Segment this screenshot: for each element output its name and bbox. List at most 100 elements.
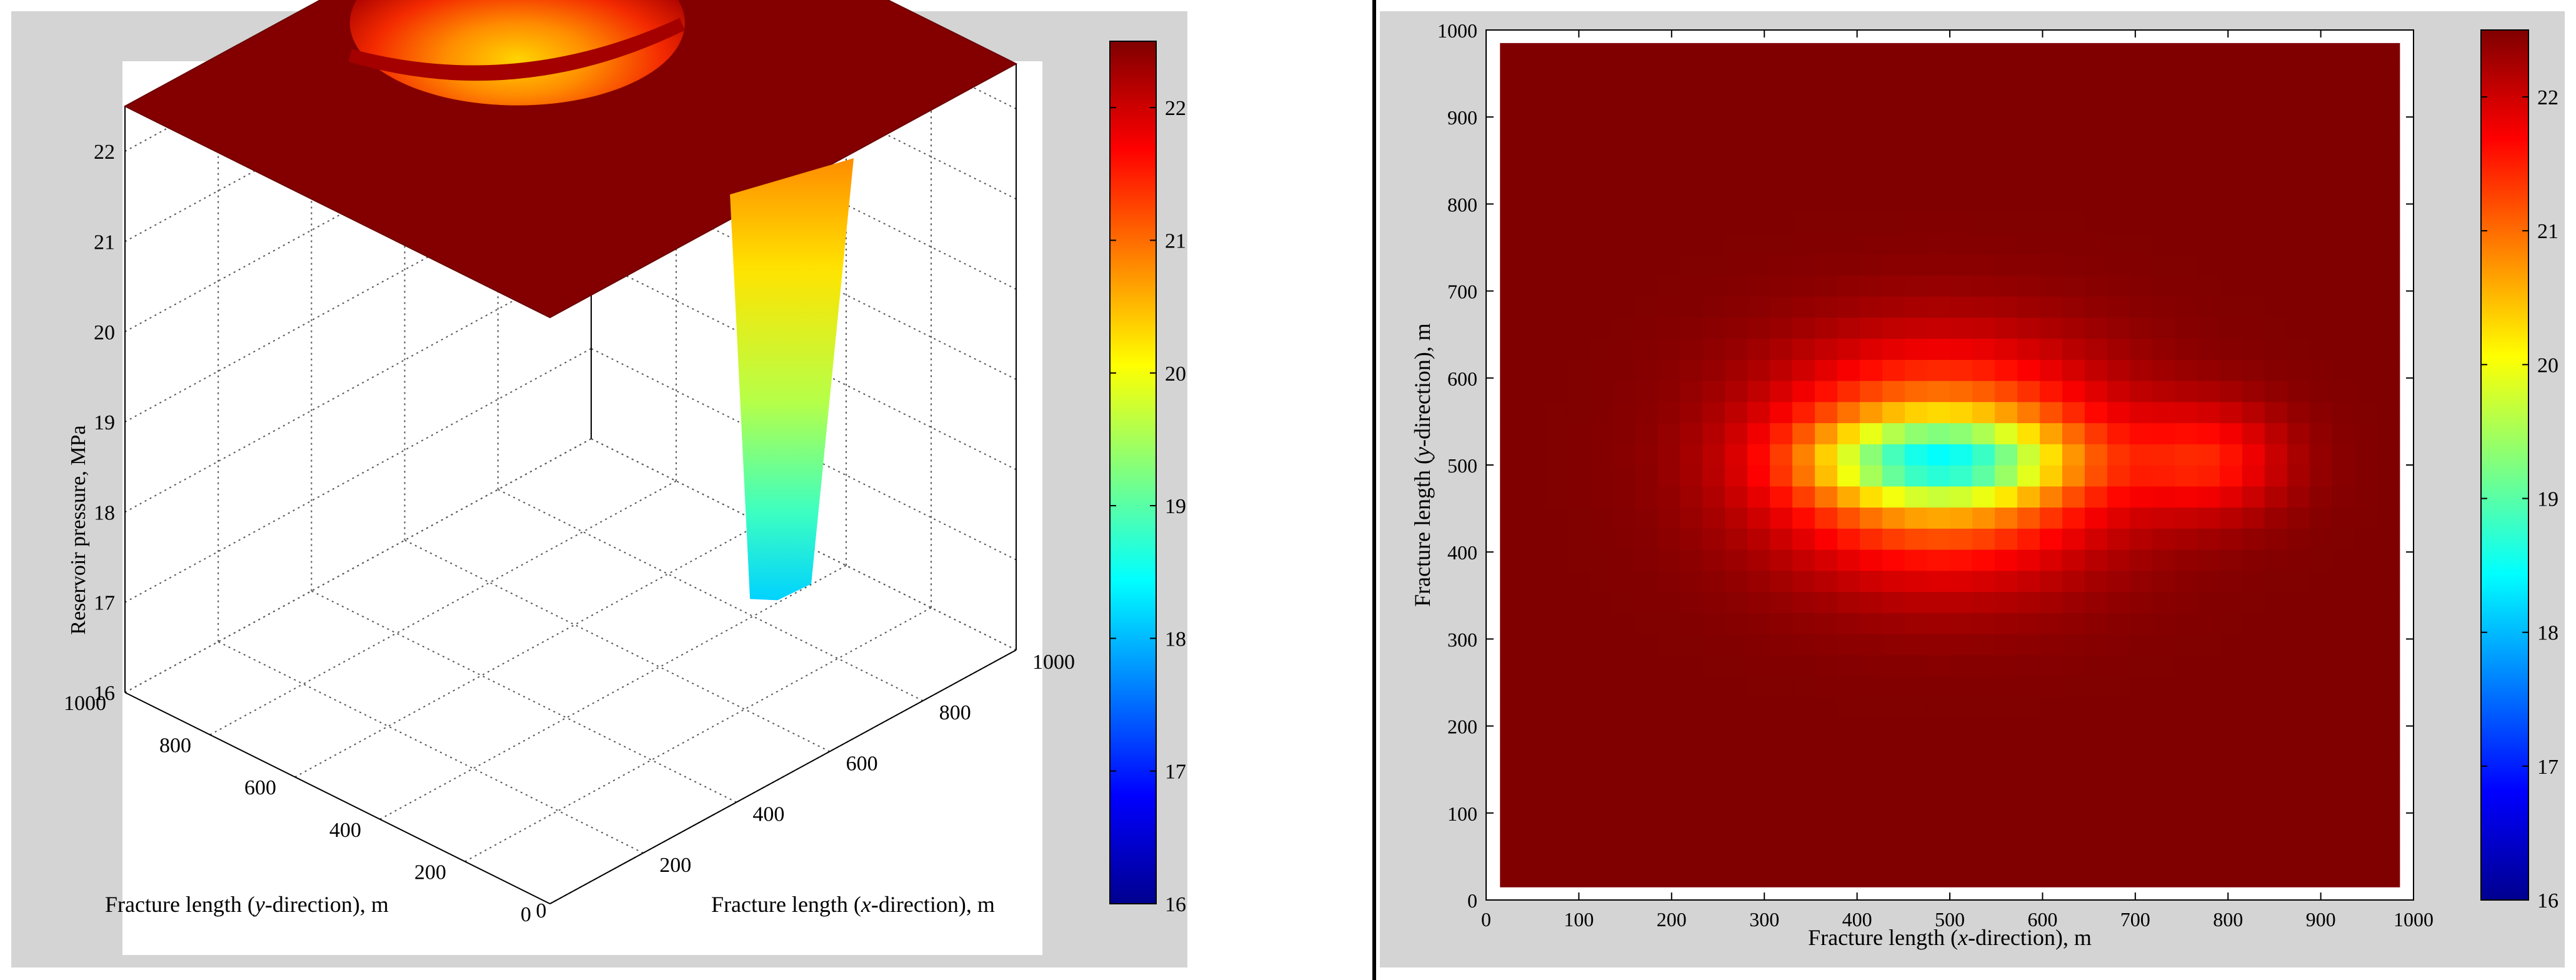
heatmap-cell [1837,42,1860,65]
heatmap-cell [2377,359,2400,381]
heatmap-cell [2287,232,2310,255]
heatmap-cell [1590,591,1613,613]
heatmap-cell [2219,232,2243,255]
heatmap-cell [1500,211,1523,234]
pressure-surface [123,0,1018,601]
heatmap-cell [1815,296,1838,318]
heatmap-cell [1680,169,1703,191]
heatmap-cell [1882,634,1905,656]
heatmap-cell [1905,275,1928,297]
heatmap-cell [2197,42,2220,65]
heatmap-cell [1972,823,1995,846]
heatmap-cell [1972,676,1995,698]
x-tick-label: 800 [2213,908,2243,931]
heatmap-cell [1837,64,1860,86]
heatmap-cell [1657,275,1680,297]
heatmap-cell [1747,465,1770,487]
heatmap-cell [1567,275,1590,297]
heatmap-cell [2287,486,2310,508]
heatmap-cell [2197,85,2220,107]
depression-bowl [349,0,685,106]
heatmap-cell [2062,106,2085,128]
heatmap-cell [2107,64,2130,86]
heatmap-cell [1612,380,1635,402]
heatmap-cell [1747,718,1770,740]
heatmap-cell [2332,465,2355,487]
heatmap-cell [2287,612,2310,634]
heatmap-cell [1545,211,1568,234]
heatmap-cell [1950,718,1973,740]
heatmap-cell [2017,275,2040,297]
heatmap-cell [1747,591,1770,613]
heatmap-cell [1567,465,1590,487]
heatmap-cell [1545,802,1568,824]
heatmap-cell [2332,106,2355,128]
heatmap-cell [1860,169,1883,191]
heatmap-cell [2129,211,2153,234]
heatmap-cell [2174,444,2198,466]
heatmap-cell [1590,570,1613,592]
heatmap-cell [1905,823,1928,846]
heatmap-cell [2017,465,2040,487]
heatmap-cell [1972,232,1995,255]
heatmap-cell [1657,507,1680,529]
heatmap-cell [1545,823,1568,846]
heatmap-cell [1635,697,1658,719]
heatmap-cell [2129,781,2153,803]
heatmap-cell [2264,507,2288,529]
heatmap-cell [1972,465,1995,487]
heatmap-cell [1567,211,1590,234]
heatmap-cell [1837,401,1860,424]
heatmap-cell [2264,549,2288,571]
heatmap-cell [2107,85,2130,107]
y-tick-label: 600 [1447,368,1477,390]
heatmap-cell [2219,338,2243,360]
heatmap-cell [1545,106,1568,128]
heatmap-cell [1612,359,1635,381]
heatmap-cell [2107,42,2130,65]
heatmap-cell [2377,338,2400,360]
heatmap-cell [1522,401,1545,424]
heatmap-cell [2377,211,2400,234]
heatmap-cell [2354,697,2378,719]
heatmap-cell [2107,148,2130,171]
heatmap-cell [1657,612,1680,634]
heatmap-cell [1837,211,1860,234]
heatmap-cell [2129,317,2153,339]
heatmap-cell [1725,697,1748,719]
heatmap-cell [2287,739,2310,761]
heatmap-cell [1500,634,1523,656]
heatmap-cell [2062,401,2085,424]
heatmap-cell [1567,169,1590,191]
heatmap-cell [1770,211,1793,234]
heatmap-cell [1950,697,1973,719]
heatmap-cell [2039,64,2063,86]
heatmap-cell [2332,169,2355,191]
heatmap-cell [1545,169,1568,191]
heatmap-cell [1837,169,1860,191]
x-axis-origin-label: 0 [536,899,547,922]
heatmap-cell [2062,718,2085,740]
heatmap-cell [2242,106,2265,128]
heatmap-cell [1522,444,1545,466]
heatmap-cell [2287,802,2310,824]
heatmap-cell [2039,570,2063,592]
heatmap-cell [2242,591,2265,613]
heatmap-cell [1702,781,1725,803]
heatmap-cell [2062,570,2085,592]
heatmap-cell [2377,85,2400,107]
heatmap-cell [2107,654,2130,677]
heatmap-cell [2332,401,2355,424]
heatmap-cell [2084,106,2108,128]
heatmap-cell [2039,444,2063,466]
heatmap-cell [2039,760,2063,782]
heatmap-cell [2242,676,2265,698]
heatmap-cell [1927,486,1950,508]
heatmap-cell [2107,866,2130,888]
heatmap-cell [1500,844,1523,866]
heatmap-cell [1635,591,1658,613]
colorbar-tick-label: 20 [1165,362,1186,386]
heatmap-cell [1747,275,1770,297]
heatmap-cell [1860,760,1883,782]
heatmap-cell [1905,169,1928,191]
